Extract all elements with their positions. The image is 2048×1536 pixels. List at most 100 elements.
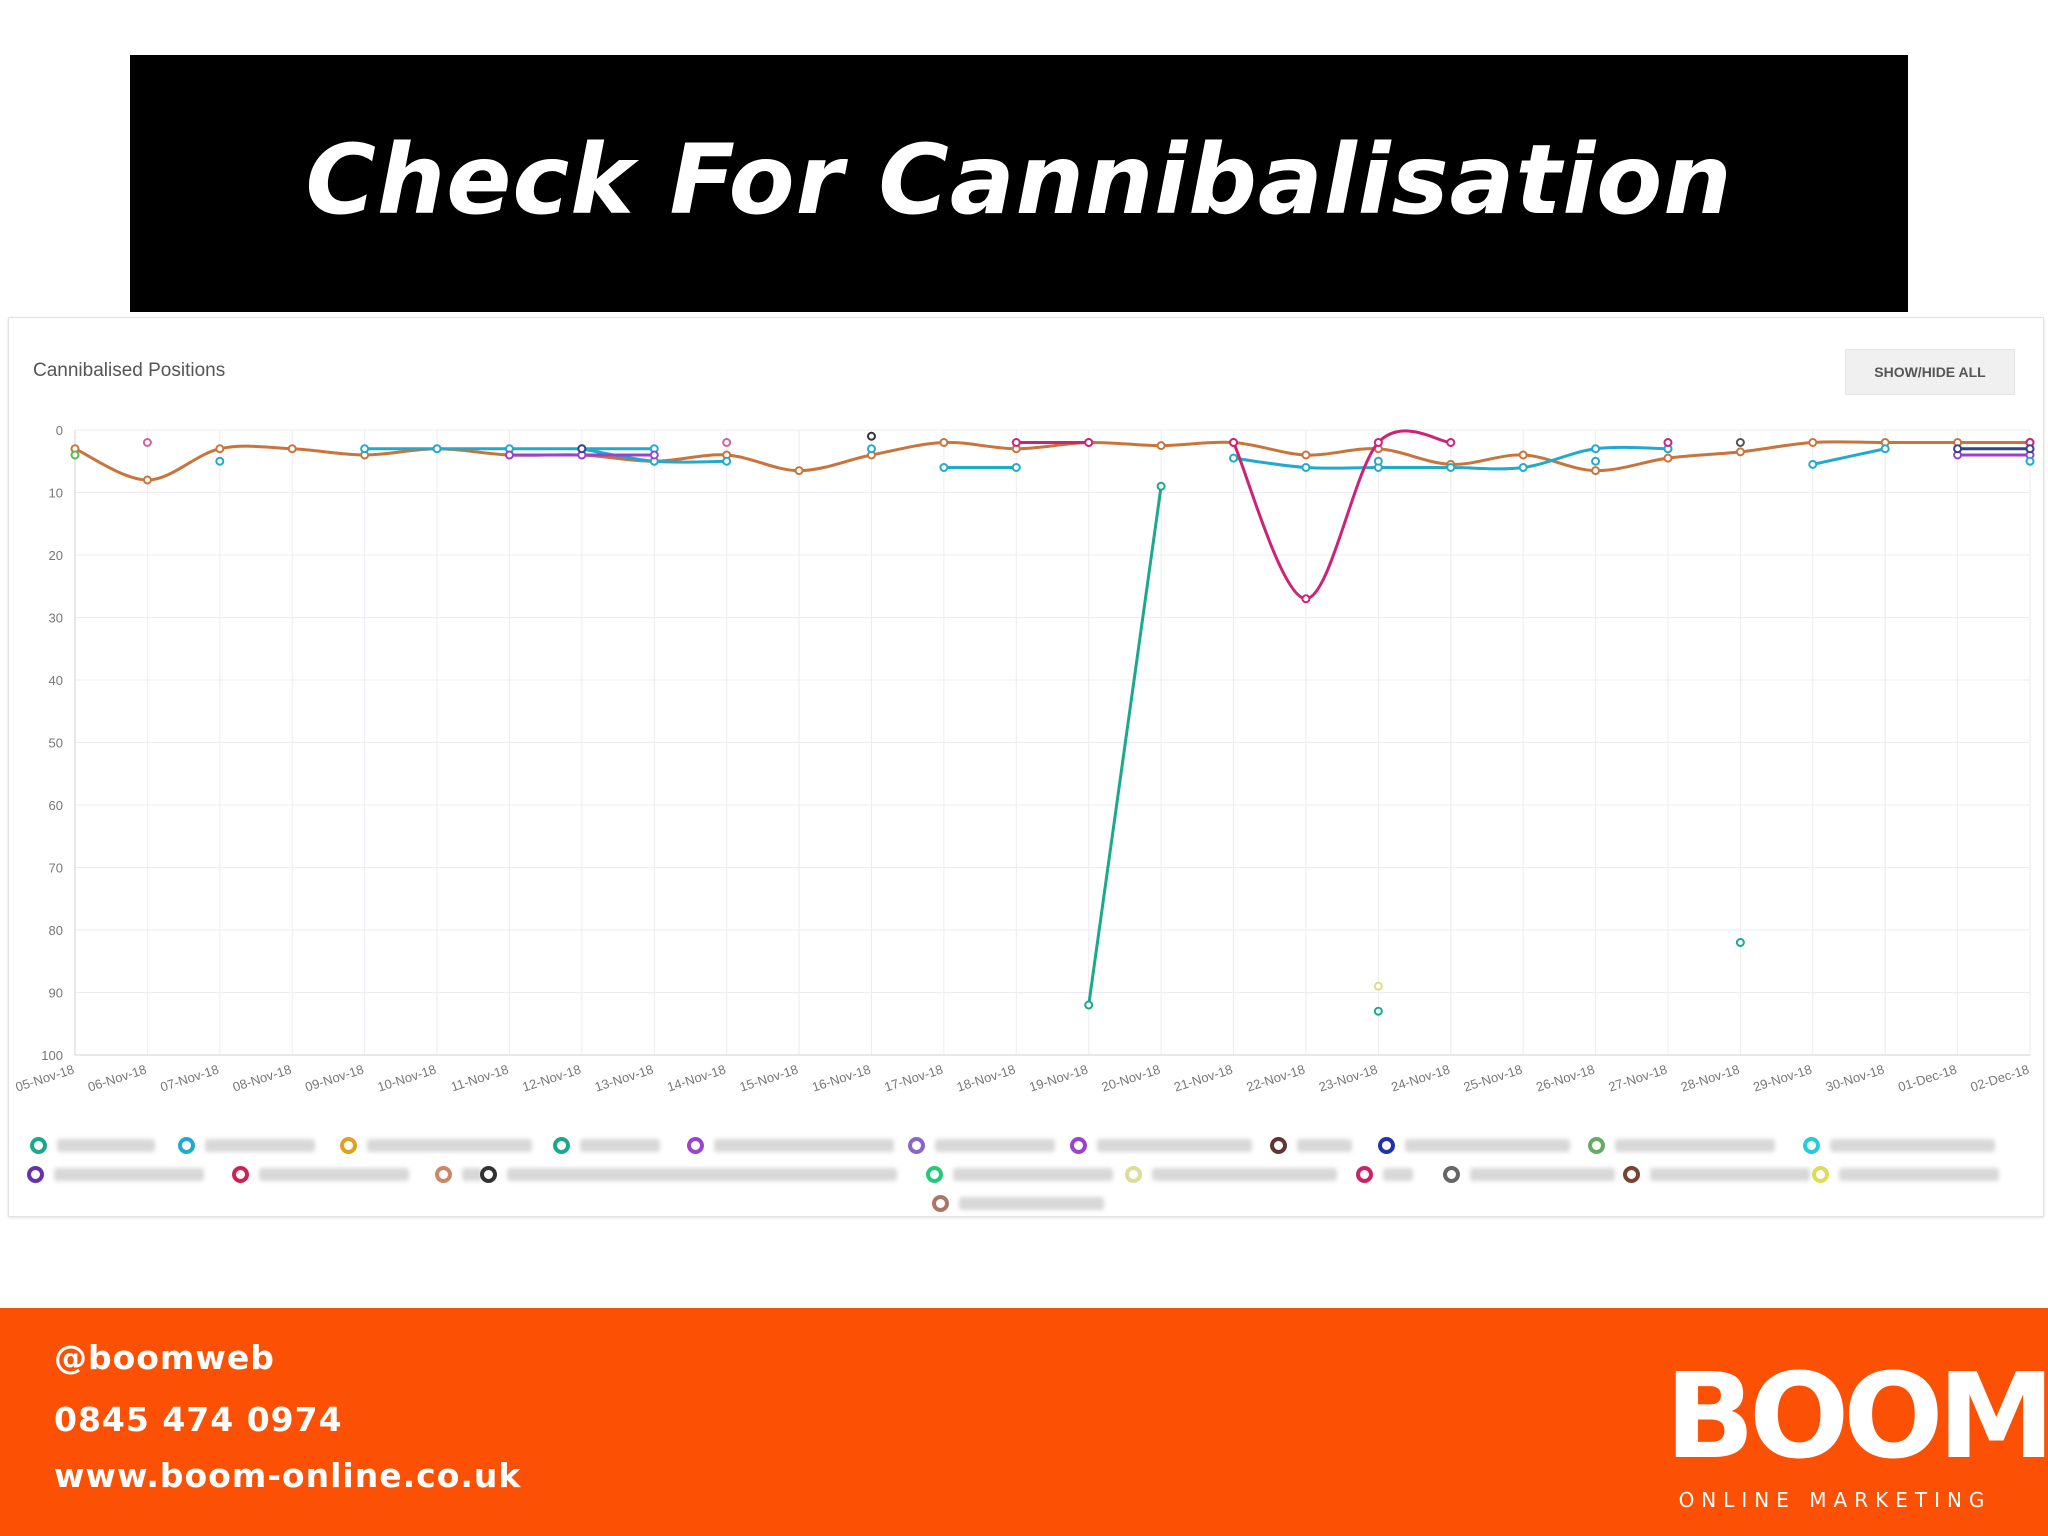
legend-label-redacted xyxy=(714,1139,894,1152)
series-point xyxy=(1373,438,1383,447)
legend-item[interactable] xyxy=(932,1195,1104,1212)
x-tick-label: 16-Nov-18 xyxy=(810,1062,872,1095)
legend-label-redacted xyxy=(57,1139,155,1152)
logo-subtitle: ONLINE MARKETING xyxy=(1678,1488,1992,1512)
x-tick-label: 23-Nov-18 xyxy=(1317,1062,1379,1095)
legend-label-redacted xyxy=(1470,1168,1615,1181)
legend-item[interactable] xyxy=(687,1137,894,1154)
legend-item[interactable] xyxy=(926,1166,1113,1183)
x-tick-label: 10-Nov-18 xyxy=(376,1062,438,1095)
series-point xyxy=(215,444,225,454)
legend-item[interactable] xyxy=(1070,1137,1252,1154)
legend-swatch xyxy=(1070,1137,1087,1154)
legend-swatch xyxy=(1588,1137,1605,1154)
series-point xyxy=(1446,438,1456,447)
legend-label-redacted xyxy=(367,1139,532,1152)
series-line xyxy=(74,440,2030,482)
legend-swatch xyxy=(1356,1166,1373,1183)
legend-item[interactable] xyxy=(232,1166,409,1183)
series-line xyxy=(1812,447,1886,466)
x-tick-label: 05-Nov-18 xyxy=(14,1062,76,1095)
legend-item[interactable] xyxy=(340,1137,532,1154)
x-tick-label: 28-Nov-18 xyxy=(1679,1062,1741,1095)
series-point xyxy=(1808,459,1818,469)
legend-label-redacted xyxy=(54,1168,204,1181)
x-tick-label: 01-Dec-18 xyxy=(1896,1062,1958,1095)
series-point xyxy=(1808,438,1818,447)
legend-label-redacted xyxy=(1650,1168,1810,1181)
x-tick-label: 19-Nov-18 xyxy=(1027,1062,1089,1095)
legend-swatch xyxy=(1378,1137,1395,1154)
x-tick-label: 21-Nov-18 xyxy=(1172,1062,1234,1095)
series-point xyxy=(1663,438,1673,447)
legend-label-redacted xyxy=(959,1197,1104,1210)
legend-swatch xyxy=(908,1137,925,1154)
series-point xyxy=(939,463,949,472)
x-tick-label: 26-Nov-18 xyxy=(1534,1062,1596,1095)
slide-title: Check For Cannibalisation xyxy=(305,123,1733,236)
series-point xyxy=(504,450,514,460)
series-point xyxy=(939,438,949,447)
legend-swatch xyxy=(926,1166,943,1183)
series-line xyxy=(1232,429,1451,601)
logo-wordmark: BOOM xyxy=(1665,1347,2048,1485)
scatter-point xyxy=(1373,981,1383,991)
scatter-point xyxy=(1373,456,1383,466)
legend-swatch xyxy=(480,1166,497,1183)
legend-item[interactable] xyxy=(178,1137,315,1154)
legend-item[interactable] xyxy=(480,1166,897,1183)
y-tick-label: 90 xyxy=(49,986,63,1001)
legend-item[interactable] xyxy=(1356,1166,1413,1183)
legend-item[interactable] xyxy=(1125,1166,1337,1183)
legend-item[interactable] xyxy=(1588,1137,1775,1154)
legend-swatch xyxy=(553,1137,570,1154)
title-banner: Check For Cannibalisation xyxy=(130,55,1908,312)
legend-item[interactable] xyxy=(30,1137,155,1154)
legend-label-redacted xyxy=(1152,1168,1337,1181)
series-point xyxy=(1301,463,1311,472)
legend-item[interactable] xyxy=(1803,1137,1995,1154)
series-point xyxy=(649,450,659,460)
series-point xyxy=(1156,441,1166,451)
series-point xyxy=(1084,438,1094,447)
legend-item[interactable] xyxy=(553,1137,660,1154)
legend-item[interactable] xyxy=(1270,1137,1352,1154)
website-url: www.boom-online.co.uk xyxy=(54,1456,522,1495)
x-tick-label: 30-Nov-18 xyxy=(1824,1062,1886,1095)
series-point xyxy=(1735,447,1745,457)
legend-label-redacted xyxy=(580,1139,660,1152)
legend-swatch xyxy=(30,1137,47,1154)
y-tick-label: 0 xyxy=(56,423,63,438)
y-tick-label: 20 xyxy=(49,548,63,563)
legend-item[interactable] xyxy=(1812,1166,1999,1183)
legend-label-redacted xyxy=(953,1168,1113,1181)
legend-item[interactable] xyxy=(435,1166,482,1183)
series-point xyxy=(1229,453,1239,463)
legend-item[interactable] xyxy=(908,1137,1055,1154)
scatter-point xyxy=(866,431,876,441)
series-point xyxy=(1011,438,1021,447)
x-tick-label: 15-Nov-18 xyxy=(738,1062,800,1095)
twitter-handle: @boomweb xyxy=(54,1338,275,1377)
legend-swatch xyxy=(232,1166,249,1183)
legend-item[interactable] xyxy=(1623,1166,1810,1183)
legend-item[interactable] xyxy=(1443,1166,1615,1183)
scatter-point xyxy=(142,438,152,447)
series-point xyxy=(432,444,442,454)
series-point xyxy=(2025,444,2035,454)
x-tick-label: 29-Nov-18 xyxy=(1751,1062,1813,1095)
legend-item[interactable] xyxy=(1378,1137,1570,1154)
x-tick-label: 08-Nov-18 xyxy=(231,1062,293,1095)
show-hide-all-button[interactable]: SHOW/HIDE ALL xyxy=(1845,349,2015,395)
legend-item[interactable] xyxy=(27,1166,204,1183)
legend-label-redacted xyxy=(205,1139,315,1152)
x-tick-label: 27-Nov-18 xyxy=(1607,1062,1669,1095)
chart-legend xyxy=(0,1120,2048,1215)
x-tick-label: 18-Nov-18 xyxy=(955,1062,1017,1095)
series-point xyxy=(1518,463,1528,472)
series-point xyxy=(866,444,876,454)
scatter-point xyxy=(70,450,80,460)
scatter-point xyxy=(1373,1006,1383,1016)
legend-swatch xyxy=(687,1137,704,1154)
y-tick-label: 10 xyxy=(49,486,63,501)
